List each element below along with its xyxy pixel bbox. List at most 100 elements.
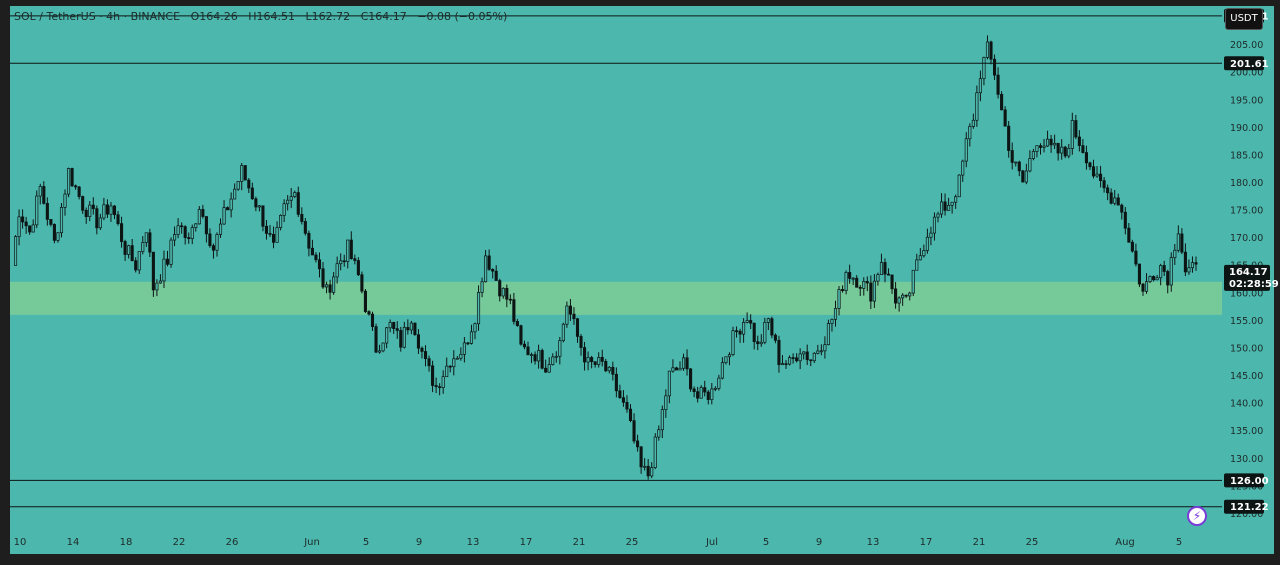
- chart-pane[interactable]: [10, 6, 1222, 554]
- candle-body: [1134, 250, 1138, 265]
- candle-body: [636, 440, 640, 448]
- candle-body: [31, 224, 35, 233]
- candle-body: [1035, 145, 1039, 152]
- candle-body: [551, 356, 555, 365]
- candle-body: [1116, 197, 1120, 206]
- last-price-text: 164.17: [1229, 267, 1268, 278]
- candle-body: [91, 204, 95, 210]
- candle-body: [441, 376, 445, 388]
- countdown-text: 02:28:59: [1229, 279, 1279, 290]
- candle-body: [402, 327, 406, 348]
- candle-body: [1031, 151, 1035, 159]
- candle-body: [950, 201, 954, 206]
- candle-body: [1060, 146, 1064, 154]
- candle-body: [420, 347, 424, 352]
- candle-body: [52, 224, 56, 241]
- bolt-icon[interactable]: ⚡: [1187, 506, 1207, 526]
- last-price-badge: [1224, 264, 1270, 291]
- candle-body: [812, 352, 816, 362]
- candle-body: [809, 359, 813, 362]
- candle-body: [332, 276, 336, 293]
- candle-body: [211, 245, 216, 251]
- price-tick-label: 175.00: [1230, 206, 1263, 217]
- candle-body: [49, 219, 53, 225]
- candle-body: [261, 205, 265, 227]
- candle-body: [671, 367, 675, 372]
- candle-body: [194, 223, 198, 228]
- candle-body: [134, 260, 138, 271]
- candle-body: [1070, 120, 1074, 149]
- candle-body: [657, 429, 661, 438]
- candle-body: [508, 298, 512, 301]
- candle-body: [805, 351, 809, 361]
- time-tick-label: 14: [67, 537, 80, 548]
- candle-body: [339, 260, 343, 265]
- candle-body: [954, 196, 958, 203]
- candle-body: [112, 205, 117, 216]
- candle-body: [529, 354, 534, 356]
- candle-body: [1017, 161, 1021, 172]
- candle-body: [943, 201, 947, 211]
- candle-body: [650, 467, 654, 477]
- candle-body: [63, 193, 67, 208]
- candle-body: [756, 341, 760, 345]
- price-tick-label: 120.00: [1230, 509, 1263, 520]
- candle-body: [190, 227, 194, 239]
- candle-body: [915, 259, 919, 271]
- candle-body: [307, 232, 311, 249]
- candle-body: [130, 245, 134, 262]
- candle-body: [855, 277, 859, 288]
- candle-body: [901, 294, 905, 299]
- candle-body: [88, 204, 92, 217]
- candle-body: [908, 292, 912, 297]
- candle-body: [1074, 120, 1078, 138]
- price-tick-label: 145.00: [1230, 371, 1263, 382]
- candle-body: [734, 330, 739, 333]
- candle-body: [434, 385, 438, 388]
- time-tick-label: Jul: [705, 537, 718, 548]
- candle-body: [204, 216, 208, 235]
- candle-body: [1159, 265, 1163, 279]
- candle-body: [423, 351, 428, 360]
- candle-body: [791, 357, 795, 359]
- candle-body: [773, 334, 777, 341]
- candle-body: [575, 318, 580, 337]
- price-tick-label: 155.00: [1230, 316, 1263, 327]
- candle-body: [498, 280, 502, 297]
- candle-body: [939, 201, 944, 215]
- candle-body: [431, 365, 435, 386]
- candle-body: [1166, 271, 1170, 286]
- candle-body: [653, 436, 657, 468]
- candle-body: [593, 361, 597, 365]
- candle-body: [1010, 150, 1014, 163]
- candle-body: [674, 367, 679, 371]
- candle-body: [176, 225, 180, 235]
- time-tick-label: 21: [573, 537, 586, 548]
- time-tick-label: Jun: [303, 537, 320, 548]
- price-tick-label: 180.00: [1230, 178, 1263, 189]
- candle-body: [466, 342, 470, 345]
- candle-body: [936, 213, 940, 218]
- candle-body: [572, 313, 576, 320]
- candle-body: [1155, 277, 1159, 281]
- symbol-title[interactable]: SOL / TetherUS · 4h · BINANCE: [14, 10, 181, 23]
- candle-body: [17, 216, 21, 237]
- candle-body: [187, 237, 191, 239]
- candle-body: [45, 203, 49, 220]
- candle-body: [353, 258, 357, 261]
- candle-body: [1123, 211, 1127, 229]
- time-tick-label: 18: [120, 537, 133, 548]
- ohlc-low: L162.72: [305, 10, 351, 23]
- candle-body: [515, 321, 519, 327]
- price-tick-label: 140.00: [1230, 399, 1263, 410]
- candle-body: [932, 216, 937, 234]
- time-tick-label: 25: [626, 537, 639, 548]
- candle-body: [1007, 125, 1011, 151]
- candle-body: [865, 281, 869, 284]
- currency-button[interactable]: USDT: [1225, 8, 1263, 30]
- candle-body: [872, 280, 876, 302]
- candle-body: [713, 387, 717, 390]
- candle-body: [597, 357, 601, 365]
- candle-body: [1063, 146, 1067, 157]
